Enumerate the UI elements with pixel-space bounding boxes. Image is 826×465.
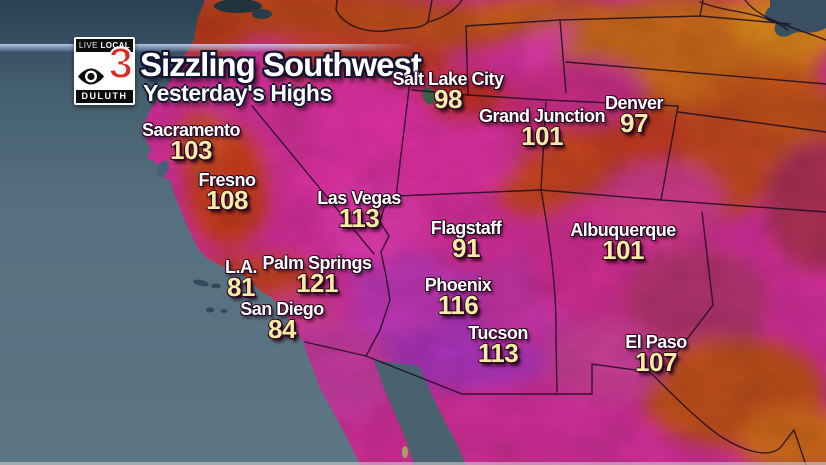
city-label: Tucson 113 xyxy=(468,323,528,368)
city-name: Las Vegas xyxy=(317,188,401,208)
gulf-of-california xyxy=(374,360,466,465)
city-name: Grand Junction xyxy=(478,106,606,126)
cool-airmass-blob xyxy=(765,0,826,37)
city-name: Denver xyxy=(604,93,664,113)
city-label: Grand Junction 101 xyxy=(478,106,606,151)
station-name: DULUTH xyxy=(76,90,133,103)
page-subtitle: Yesterday's Highs xyxy=(143,80,332,106)
city-temp: 116 xyxy=(437,290,479,320)
city-label: Sacramento 103 xyxy=(141,120,241,165)
city-label: El Paso 107 xyxy=(625,332,687,377)
city-name: San Diego xyxy=(240,299,324,319)
city-temp: 101 xyxy=(521,121,563,151)
channel-number: 3 xyxy=(107,39,134,88)
channel-islands xyxy=(193,279,228,313)
city-temp: 108 xyxy=(206,185,248,215)
city-label: Flagstaff 91 xyxy=(430,218,502,263)
banner-highlight-stripe xyxy=(0,44,422,52)
station-logo: LIVE LOCAL 3 DULUTH xyxy=(74,37,135,105)
city-temp: 97 xyxy=(620,108,648,138)
city-temp: 103 xyxy=(170,135,212,165)
city-label: L.A. 81 xyxy=(225,257,258,302)
city-label: Las Vegas 113 xyxy=(317,188,401,233)
city-temp: 113 xyxy=(477,338,519,368)
gulf-island xyxy=(402,446,408,458)
city-label: Phoenix 116 xyxy=(424,275,492,320)
city-temp: 84 xyxy=(268,314,296,344)
sf-bay xyxy=(157,160,169,178)
state-borders xyxy=(251,0,826,465)
pacific-ocean xyxy=(0,0,360,465)
city-temp: 121 xyxy=(296,268,338,298)
live-label: LIVE xyxy=(78,41,98,50)
nw-water xyxy=(252,9,272,19)
city-name: El Paso xyxy=(625,332,687,352)
cbs-eye-icon xyxy=(78,68,104,85)
city-name: L.A. xyxy=(225,257,258,277)
city-name: Flagstaff xyxy=(430,218,502,238)
video-edge xyxy=(0,462,826,465)
city-label: Palm Springs 121 xyxy=(262,253,372,298)
city-label: Denver 97 xyxy=(604,93,664,138)
logo-body: 3 xyxy=(76,41,134,90)
city-label: San Diego 84 xyxy=(240,299,324,344)
city-name: Albuquerque xyxy=(570,220,676,240)
city-temp: 81 xyxy=(227,272,255,302)
city-temp: 107 xyxy=(635,347,677,377)
city-name: Salt Lake City xyxy=(392,69,504,89)
page-title: Sizzling Southwest xyxy=(140,46,422,83)
city-name: Tucson xyxy=(468,323,528,343)
city-temp: 101 xyxy=(602,235,644,265)
city-temp: 98 xyxy=(434,84,462,114)
city-temp: 91 xyxy=(452,233,480,263)
city-name: Phoenix xyxy=(424,275,492,295)
city-label: Albuquerque 101 xyxy=(570,220,676,265)
title-banner xyxy=(0,44,422,105)
city-temp: 113 xyxy=(338,203,380,233)
city-label: Fresno 108 xyxy=(198,170,256,215)
city-name: Fresno xyxy=(198,170,256,190)
city-label: Salt Lake City 98 xyxy=(392,69,504,114)
city-name: Palm Springs xyxy=(262,253,372,273)
puget-sound xyxy=(214,0,262,13)
live-local-badge: LIVE LOCAL xyxy=(76,39,133,52)
local-label: LOCAL xyxy=(100,41,131,50)
city-name: Sacramento xyxy=(141,120,241,140)
